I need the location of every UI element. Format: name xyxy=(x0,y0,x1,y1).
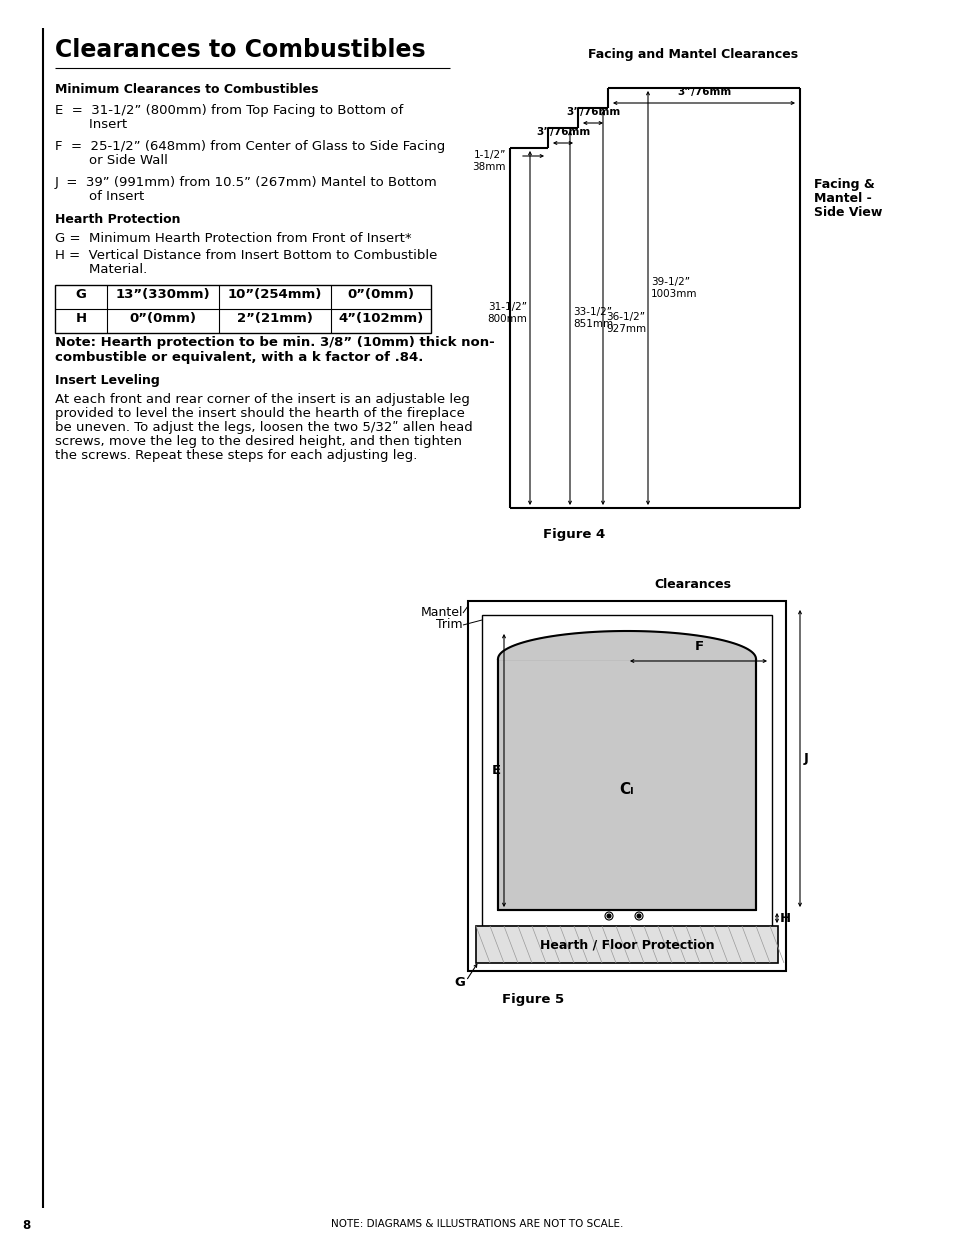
Text: G: G xyxy=(75,288,87,301)
Bar xyxy=(476,926,778,963)
Text: 33-1/2”
851mm: 33-1/2” 851mm xyxy=(573,308,613,329)
Text: of Insert: of Insert xyxy=(55,190,144,203)
Text: 38mm: 38mm xyxy=(472,162,505,172)
Text: Facing and Mantel Clearances: Facing and Mantel Clearances xyxy=(587,48,798,61)
Text: Mantel: Mantel xyxy=(420,606,462,620)
Text: screws, move the leg to the desired height, and then tighten: screws, move the leg to the desired heig… xyxy=(55,435,461,448)
Text: H: H xyxy=(75,312,87,325)
Text: 8: 8 xyxy=(22,1219,30,1233)
Text: 13”(330mm): 13”(330mm) xyxy=(115,288,210,301)
Text: 3”/76mm: 3”/76mm xyxy=(536,127,590,137)
Text: Trim: Trim xyxy=(436,619,462,631)
Text: J: J xyxy=(803,752,808,764)
Circle shape xyxy=(606,914,610,918)
Text: 0”(0mm): 0”(0mm) xyxy=(347,288,414,301)
Text: F: F xyxy=(694,640,703,653)
Text: E: E xyxy=(492,764,500,777)
Text: Clearances to Combustibles: Clearances to Combustibles xyxy=(55,38,425,62)
Bar xyxy=(55,285,431,333)
Text: 3”/76mm: 3”/76mm xyxy=(565,107,619,117)
Text: Cₗ: Cₗ xyxy=(619,782,634,797)
Text: Minimum Clearances to Combustibles: Minimum Clearances to Combustibles xyxy=(55,83,318,96)
Text: J  =  39” (991mm) from 10.5” (267mm) Mantel to Bottom: J = 39” (991mm) from 10.5” (267mm) Mante… xyxy=(55,177,437,189)
Text: 2”(21mm): 2”(21mm) xyxy=(236,312,313,325)
Bar xyxy=(481,615,771,926)
Text: Clearances: Clearances xyxy=(654,578,731,592)
Text: Note: Hearth protection to be min. 3/8” (10mm) thick non-: Note: Hearth protection to be min. 3/8” … xyxy=(55,336,495,350)
Text: 10”(254mm): 10”(254mm) xyxy=(228,288,322,301)
Text: E  =  31-1/2” (800mm) from Top Facing to Bottom of: E = 31-1/2” (800mm) from Top Facing to B… xyxy=(55,104,403,117)
Bar xyxy=(468,601,785,971)
Text: provided to level the insert should the hearth of the fireplace: provided to level the insert should the … xyxy=(55,408,464,420)
Text: NOTE: DIAGRAMS & ILLUSTRATIONS ARE NOT TO SCALE.: NOTE: DIAGRAMS & ILLUSTRATIONS ARE NOT T… xyxy=(331,1219,622,1229)
Text: 4”(102mm): 4”(102mm) xyxy=(338,312,423,325)
Text: the screws. Repeat these steps for each adjusting leg.: the screws. Repeat these steps for each … xyxy=(55,450,417,462)
Text: G =  Minimum Hearth Protection from Front of Insert*: G = Minimum Hearth Protection from Front… xyxy=(55,232,411,245)
Text: Insert: Insert xyxy=(55,119,127,131)
Text: Facing &: Facing & xyxy=(813,178,874,191)
Text: be uneven. To adjust the legs, loosen the two 5/32ʺ allen head: be uneven. To adjust the legs, loosen th… xyxy=(55,421,473,433)
Text: Hearth / Floor Protection: Hearth / Floor Protection xyxy=(539,939,714,951)
Text: 31-1/2”
800mm: 31-1/2” 800mm xyxy=(487,303,526,324)
Text: combustible or equivalent, with a k factor of .84.: combustible or equivalent, with a k fact… xyxy=(55,351,423,364)
Text: H: H xyxy=(780,911,790,925)
Text: H =  Vertical Distance from Insert Bottom to Combustible: H = Vertical Distance from Insert Bottom… xyxy=(55,249,436,262)
Polygon shape xyxy=(497,631,755,659)
Bar xyxy=(476,926,778,963)
Text: or Side Wall: or Side Wall xyxy=(55,154,168,167)
Text: 1-1/2”: 1-1/2” xyxy=(473,149,505,161)
Text: 0”(0mm): 0”(0mm) xyxy=(130,312,196,325)
Text: 3”/76mm: 3”/76mm xyxy=(677,86,730,98)
Text: F  =  25-1/2” (648mm) from Center of Glass to Side Facing: F = 25-1/2” (648mm) from Center of Glass… xyxy=(55,140,445,153)
Text: 39-1/2”
1003mm: 39-1/2” 1003mm xyxy=(650,277,697,299)
Text: Figure 5: Figure 5 xyxy=(501,993,563,1007)
Bar xyxy=(497,659,755,910)
Text: Mantel -: Mantel - xyxy=(813,191,871,205)
Circle shape xyxy=(637,914,640,918)
Text: Hearth Protection: Hearth Protection xyxy=(55,212,180,226)
Text: At each front and rear corner of the insert is an adjustable leg: At each front and rear corner of the ins… xyxy=(55,393,470,406)
Text: Figure 4: Figure 4 xyxy=(542,529,604,541)
Text: Material.: Material. xyxy=(55,263,147,275)
Text: Insert Leveling: Insert Leveling xyxy=(55,374,159,387)
Text: Side View: Side View xyxy=(813,206,882,219)
Text: 36-1/2”
927mm: 36-1/2” 927mm xyxy=(605,312,645,333)
Text: G: G xyxy=(454,977,465,989)
